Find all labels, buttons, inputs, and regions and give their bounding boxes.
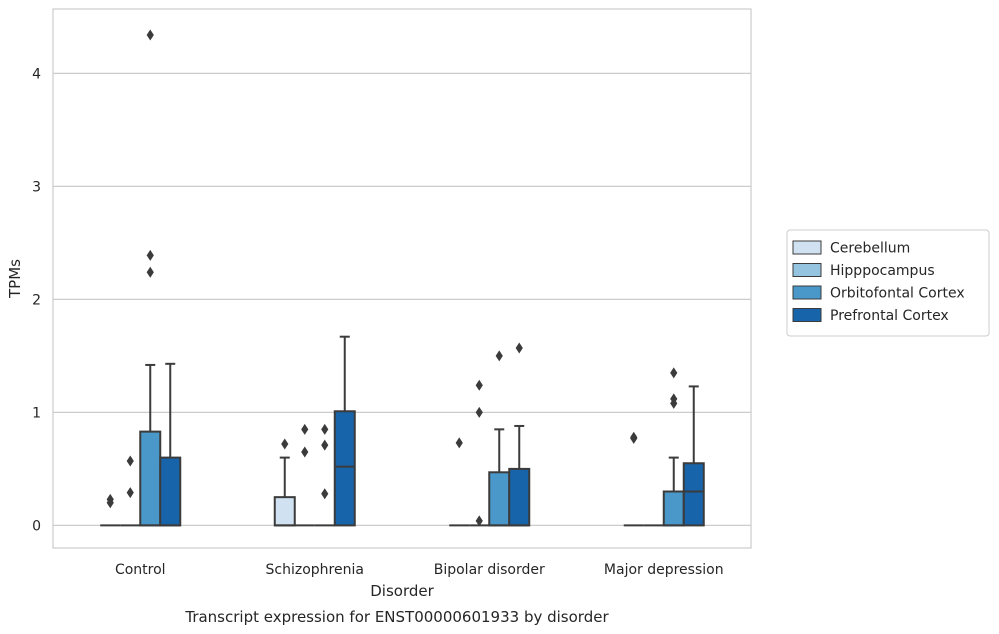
x-tick-label: Control [115,562,166,578]
legend-swatch [792,240,822,255]
x-tick-label: Schizophrenia [266,562,364,578]
box-body [488,471,511,527]
box-body [273,496,296,527]
box-2-2 [488,350,511,527]
box-0-3 [623,431,644,527]
box-3-1 [333,335,356,527]
outlier-point [146,266,154,278]
legend-swatch [792,308,822,322]
box-body [662,490,685,527]
y-tick-label: 1 [32,405,41,421]
box-2-1 [314,423,335,527]
box-body [159,456,182,527]
outlier-point [106,493,114,505]
outlier-point [321,488,329,500]
chart-caption: Transcript expression for ENST0000060193… [184,608,609,626]
box-body [139,430,162,527]
legend-label: Prefrontal Cortex [830,308,949,324]
outlier-point [670,393,678,405]
legend-label: Cerebellum [830,241,910,257]
legend-swatch [792,285,822,300]
outlier-point [321,439,329,451]
outlier-point [455,437,463,449]
box-0-2 [449,437,470,527]
outlier-point [301,446,309,458]
box-body [333,410,356,527]
outlier-point [670,367,678,379]
outlier-point [475,406,483,418]
y-axis-label: TPMs [6,259,24,299]
outlier-point [126,487,134,499]
y-tick-label: 3 [32,179,41,195]
outlier-point [321,423,329,435]
box-2-0 [139,29,162,527]
box-2-3 [662,367,685,527]
outlier-point [126,455,134,467]
box-1-1 [294,423,315,527]
box-1-2 [469,379,490,527]
legend-swatch [792,263,822,277]
outlier-point [146,249,154,261]
outlier-point [146,29,154,41]
outlier-point [495,350,503,362]
box-3-0 [159,362,182,527]
boxes [100,29,705,527]
y-tick-label: 4 [32,66,41,82]
box-3-3 [682,385,705,527]
plot-area-frame [52,8,752,549]
box-body [682,462,705,527]
x-tick-label: Bipolar disorder [434,562,545,578]
x-tick-label: Major depression [604,562,724,578]
legend-label: Hipppocampus [830,263,935,279]
box-3-2 [508,342,531,527]
legend: Cerebellum Hipppocampus Orbitofontal Corte… [786,229,990,337]
outlier-point [475,379,483,391]
outlier-point [301,423,309,435]
outlier-point [281,438,289,450]
box-0-0 [100,493,121,527]
x-axis-ticks: Control Schizophrenia Bipolar disorder Majo… [115,562,724,578]
box-0-1 [273,438,296,527]
box-1-0 [120,455,141,527]
outlier-point [630,431,638,443]
box-body [508,467,531,527]
y-tick-label: 2 [32,292,41,308]
x-axis-label: Disorder [370,582,434,600]
outlier-point [515,342,523,354]
y-tick-label: 0 [32,518,41,534]
y-axis-ticks: 0 1 2 3 4 [32,66,41,534]
legend-label: Orbitofontal Cortex [830,286,965,302]
outlier-point [475,515,483,527]
legend-frame [786,229,990,337]
